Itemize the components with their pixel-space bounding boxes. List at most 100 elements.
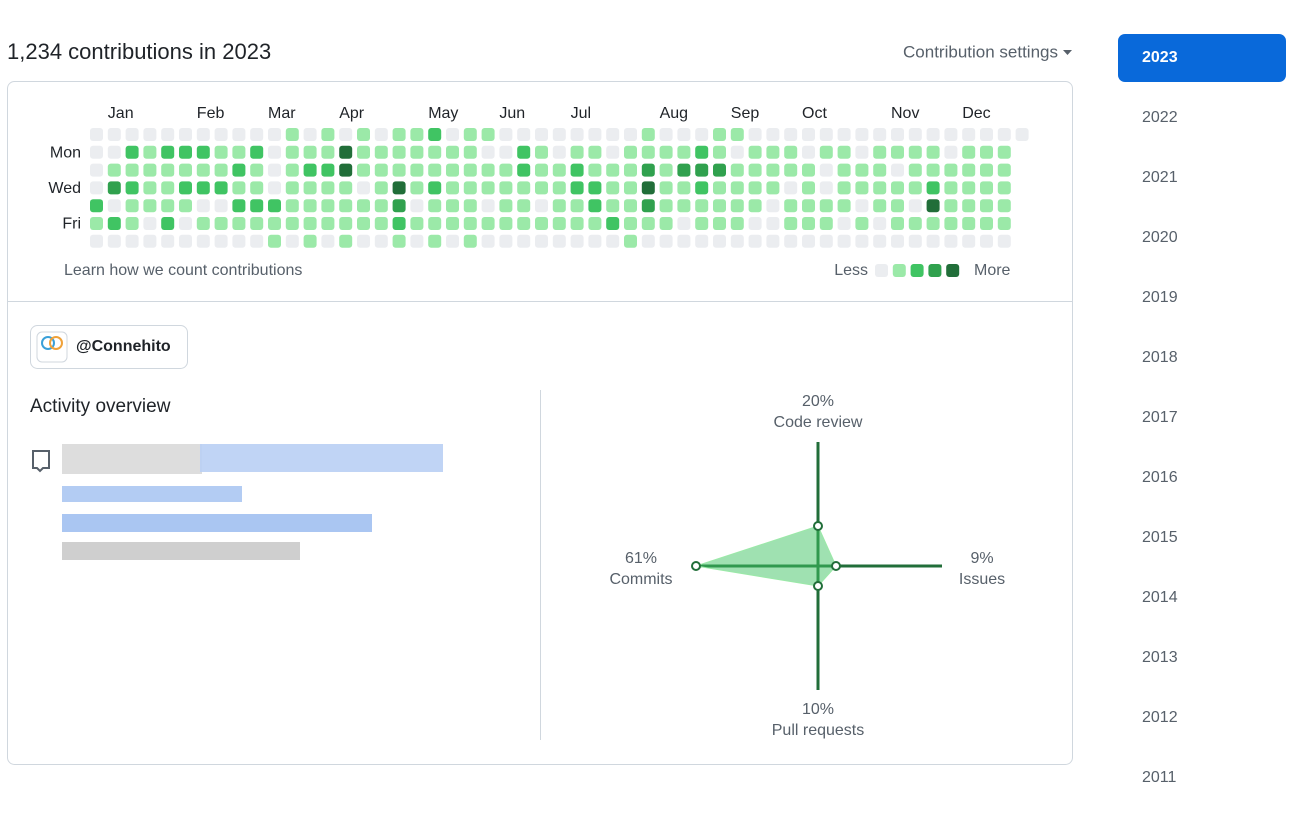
contribution-cell — [552, 163, 566, 177]
year-link[interactable]: 2021 — [1142, 169, 1178, 186]
contribution-cell — [481, 181, 495, 195]
contribution-cell — [962, 163, 976, 177]
contribution-cell — [428, 163, 442, 177]
contribution-cell — [891, 128, 904, 141]
contribution-cell — [196, 217, 210, 230]
day-label: Mon — [50, 145, 81, 162]
contribution-cell — [179, 181, 192, 195]
contribution-cell — [517, 128, 531, 141]
contribution-cell — [535, 128, 548, 141]
contribution-cell — [570, 163, 584, 177]
org-chip[interactable] — [30, 325, 188, 369]
learn-link[interactable]: Learn how we count contributions — [64, 262, 302, 279]
year-link[interactable]: 2018 — [1142, 349, 1178, 366]
contribution-cell — [730, 199, 744, 213]
contribution-cell — [997, 128, 1011, 141]
contribution-cell — [232, 181, 246, 195]
contribution-cell — [481, 128, 495, 141]
year-link[interactable]: 2020 — [1142, 229, 1178, 246]
activity-title: Activity overview — [30, 396, 171, 417]
contribution-cell — [161, 234, 175, 248]
radar-label: Pull requests — [772, 722, 865, 739]
year-link[interactable]: 2012 — [1142, 709, 1178, 726]
contribution-cell — [250, 217, 264, 230]
contribution-cell — [944, 217, 958, 230]
contribution-cell — [802, 163, 815, 177]
year-link[interactable]: 2015 — [1142, 529, 1178, 546]
contribution-cell — [125, 145, 139, 159]
contribution-cell — [90, 163, 103, 177]
month-label: Jun — [499, 105, 525, 122]
contribution-cell — [463, 181, 477, 195]
contribution-cell — [410, 145, 424, 159]
contribution-cell — [641, 163, 655, 177]
contribution-cell — [285, 128, 299, 141]
contribution-cell — [339, 199, 353, 213]
contribution-cell — [677, 163, 691, 177]
contribution-cell — [641, 217, 655, 230]
contribution-cell — [695, 199, 709, 213]
year-link[interactable]: 2019 — [1142, 289, 1178, 306]
legend-cell — [910, 264, 924, 277]
contribution-cell — [125, 217, 139, 230]
contribution-cell — [997, 181, 1011, 195]
contribution-cell — [980, 199, 993, 213]
contribution-cell — [748, 217, 762, 230]
contribution-cell — [552, 199, 566, 213]
contribution-cell — [250, 181, 264, 195]
contribution-cell — [730, 217, 744, 230]
contribution-cell — [392, 199, 406, 213]
year-link[interactable]: 2017 — [1142, 409, 1178, 426]
contribution-cell — [250, 234, 264, 248]
contribution-cell — [339, 217, 353, 230]
month-label: Jan — [108, 105, 134, 122]
contribution-cell — [659, 128, 673, 141]
day-label: Wed — [48, 180, 81, 197]
contribution-cell — [641, 145, 655, 159]
year-link[interactable]: 2016 — [1142, 469, 1178, 486]
contribution-cell — [784, 181, 798, 195]
contribution-cell — [179, 128, 192, 141]
year-link[interactable]: 2022 — [1142, 109, 1178, 126]
contribution-cell — [268, 217, 281, 230]
blur — [200, 444, 443, 472]
contribution-cell — [641, 128, 655, 141]
contribution-cell — [339, 128, 353, 141]
year-link[interactable]: 2013 — [1142, 649, 1178, 666]
contribution-cell — [802, 234, 815, 248]
contribution-cell — [161, 181, 175, 195]
year-link[interactable]: 2023 — [1142, 49, 1178, 66]
contribution-cell — [997, 217, 1011, 230]
contribution-cell — [303, 145, 317, 159]
year-link[interactable]: 2014 — [1142, 589, 1178, 606]
contribution-cell — [357, 217, 370, 230]
contribution-cell — [855, 234, 869, 248]
contribution-cell — [214, 199, 228, 213]
contribution-cell — [659, 234, 673, 248]
contribution-cell — [410, 234, 424, 248]
contribution-cell — [250, 128, 264, 141]
contribution-cell — [107, 234, 121, 248]
contribution-cell — [819, 128, 833, 141]
contribution-cell — [339, 234, 353, 248]
contribution-cell — [499, 217, 513, 230]
year-link[interactable]: 2011 — [1142, 769, 1177, 786]
contribution-cell — [196, 128, 210, 141]
contribution-cell — [802, 181, 815, 195]
contribution-cell — [517, 163, 531, 177]
contribution-cell — [944, 234, 958, 248]
contribution-cell — [214, 181, 228, 195]
contribution-cell — [713, 145, 726, 159]
contribution-cell — [410, 199, 424, 213]
contribution-cell — [677, 128, 691, 141]
contribution-cell — [588, 128, 602, 141]
contribution-cell — [321, 128, 335, 141]
contribution-cell — [1015, 128, 1029, 141]
contribution-cell — [214, 217, 228, 230]
contribution-cell — [873, 163, 887, 177]
contribution-cell — [570, 128, 584, 141]
contribution-cell — [908, 217, 922, 230]
contribution-cell — [374, 163, 388, 177]
contribution-cell — [962, 199, 976, 213]
settings-button[interactable]: Contribution settings — [903, 42, 1058, 61]
